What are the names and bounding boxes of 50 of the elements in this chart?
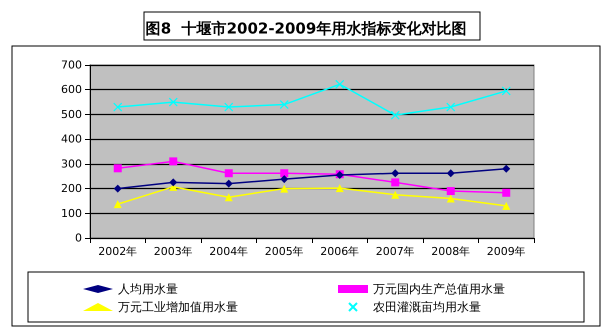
point xyxy=(390,110,400,120)
point xyxy=(280,184,288,193)
x-tick-label: 2008年 xyxy=(431,245,470,258)
x-tick-label: 2009年 xyxy=(486,245,526,258)
point xyxy=(168,97,178,107)
point xyxy=(391,178,400,186)
point xyxy=(280,175,288,184)
legend-label: 万元国内生产总值用水量 xyxy=(373,282,505,296)
x-tick-label: 2004年 xyxy=(209,245,248,258)
point xyxy=(391,190,400,199)
point xyxy=(280,100,289,110)
y-tick-label: 100 xyxy=(61,206,82,220)
point xyxy=(169,178,178,186)
point xyxy=(446,187,455,196)
x-tick-label: 2007年 xyxy=(376,245,415,258)
point xyxy=(446,169,455,178)
x-tick-label: 2002年 xyxy=(98,245,138,258)
y-tick-label: 300 xyxy=(61,157,82,170)
point xyxy=(336,184,344,192)
y-tick-label: 600 xyxy=(61,83,82,96)
legend-label: 万元工业增加值用水量 xyxy=(118,300,238,314)
point xyxy=(335,80,344,89)
chart-title: 图8 十堰市2002-2009年用水指标变化对比图 xyxy=(146,20,466,38)
point xyxy=(502,164,510,173)
point xyxy=(224,180,233,188)
point xyxy=(114,200,122,208)
point xyxy=(446,102,456,112)
point xyxy=(169,157,178,166)
legend-label: 农田灌溉亩均用水量 xyxy=(373,300,481,314)
legend-label: 人均用水量 xyxy=(118,282,178,296)
y-tick-label: 400 xyxy=(61,132,82,146)
point xyxy=(224,102,234,112)
point xyxy=(391,169,400,178)
point xyxy=(224,169,233,178)
x-tick-label: 2003年 xyxy=(154,245,193,258)
point xyxy=(224,193,233,202)
point xyxy=(114,184,122,193)
point xyxy=(502,86,511,96)
point xyxy=(446,194,455,202)
y-tick-label: 700 xyxy=(61,58,82,72)
point xyxy=(502,202,510,210)
y-tick-label: 500 xyxy=(61,108,82,121)
y-tick-label: 200 xyxy=(61,182,82,196)
point xyxy=(113,102,122,112)
y-tick-label: 0 xyxy=(75,232,82,244)
point xyxy=(280,169,288,178)
point xyxy=(114,164,122,172)
x-tick-label: 2006年 xyxy=(320,245,360,258)
x-tick-label: 2005年 xyxy=(264,245,304,258)
point xyxy=(502,188,510,197)
